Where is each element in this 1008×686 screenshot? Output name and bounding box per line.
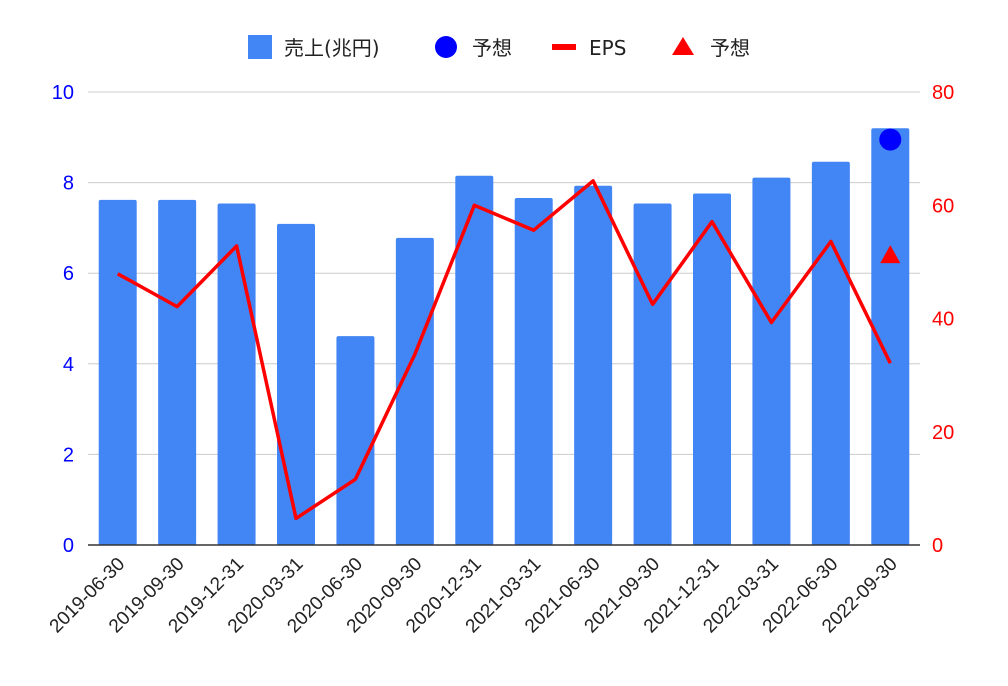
bar-2022-09-30 [871,128,910,546]
legend: 売上(兆円) 予想 EPS 予想 [248,35,750,60]
forecast-markers [879,128,902,264]
bar-2020-12-31 [455,175,494,545]
bar-2022-06-30 [811,161,850,545]
bar-2019-06-30 [98,199,137,545]
bar-2020-03-31 [277,223,315,545]
bar-2021-03-31 [514,198,553,545]
legend-swatch-sales [248,35,272,59]
legend-label-forecast-eps: 予想 [710,36,750,60]
gridlines [88,91,920,455]
right-axis-ticks: 0 20 40 60 80 [932,82,954,557]
bar-2022-03-31 [752,177,791,545]
left-tick-label: 10 [52,82,74,104]
eps-line-series [116,179,892,521]
bar-2019-09-30 [158,199,197,545]
bar-2020-06-30 [336,336,375,545]
legend-label-sales: 売上(兆円) [284,36,380,60]
left-axis-ticks: 0 2 4 6 8 10 [52,82,74,557]
forecast-sales-marker [879,128,902,151]
bar-2020-09-30 [395,237,434,545]
x-axis-ticks: 2019-06-302019-09-302019-12-312020-03-31… [46,554,902,638]
right-tick-label: 20 [932,422,954,444]
left-tick-label: 6 [63,263,74,285]
eps-line [116,179,892,521]
left-tick-label: 4 [63,354,74,376]
right-tick-label: 80 [932,82,954,104]
bar-2019-12-31 [217,203,256,546]
legend-label-eps: EPS [589,36,626,60]
bar-2021-09-30 [633,203,672,546]
legend-swatch-eps [552,44,576,50]
bar-series [98,128,910,546]
bar-2021-06-30 [574,185,613,545]
left-tick-label: 2 [63,444,74,466]
legend-swatch-forecast-triangle [672,37,694,55]
right-tick-label: 0 [932,535,943,557]
left-tick-label: 0 [63,535,74,557]
left-tick-label: 8 [63,173,74,195]
legend-swatch-forecast-circle [435,36,457,58]
right-tick-label: 40 [932,309,954,331]
bar-2021-12-31 [693,193,731,546]
forecast-eps-marker [880,245,901,264]
legend-label-forecast-sales: 予想 [472,36,512,60]
right-tick-label: 60 [932,195,954,217]
